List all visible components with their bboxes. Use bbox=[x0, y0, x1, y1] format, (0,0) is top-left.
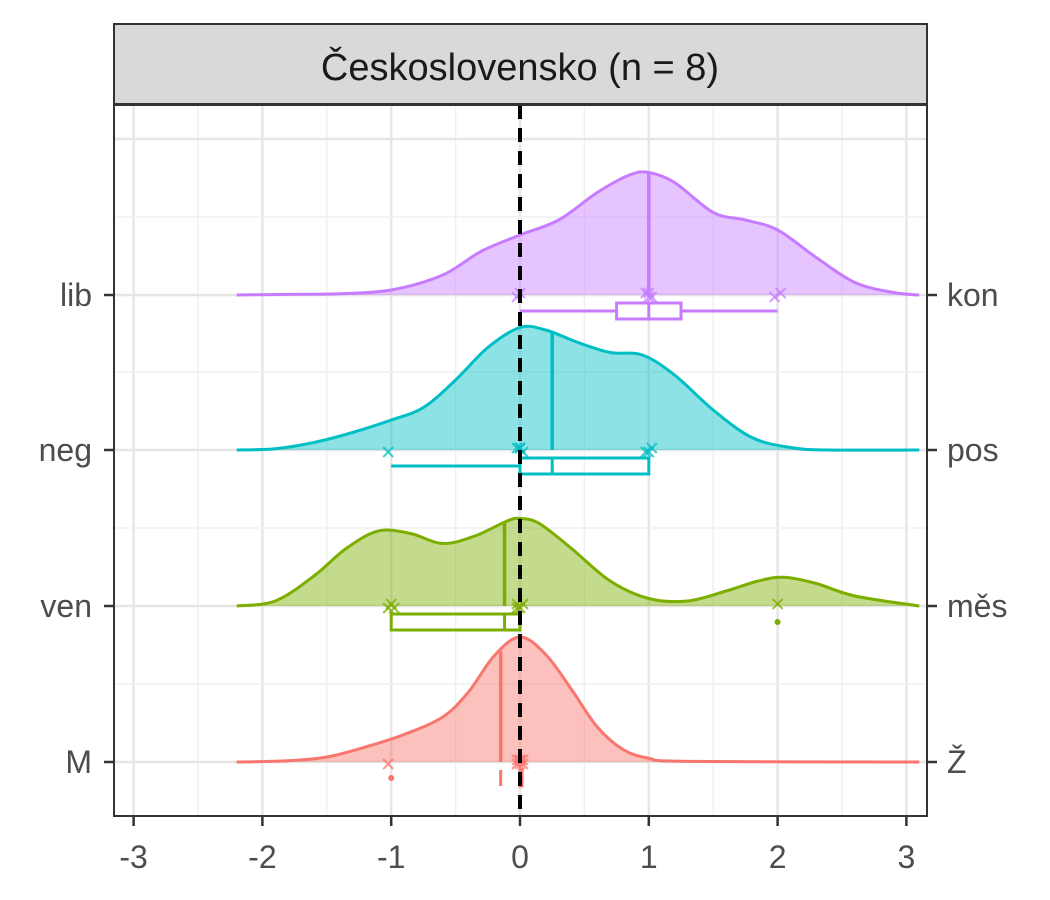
point-stroke bbox=[774, 287, 787, 299]
data-point bbox=[643, 291, 655, 303]
data-point bbox=[388, 602, 400, 614]
x-tick-label: -1 bbox=[377, 839, 405, 875]
ridge-ven bbox=[236, 516, 920, 632]
y-tick-label-left: lib bbox=[60, 277, 92, 313]
point-stroke bbox=[511, 602, 523, 614]
outlier-point bbox=[774, 619, 781, 625]
data-point bbox=[382, 758, 394, 770]
point-stroke bbox=[517, 598, 529, 610]
point-stroke bbox=[388, 602, 400, 614]
density-line bbox=[236, 516, 920, 608]
y-tick-label-left: neg bbox=[39, 432, 92, 468]
point-stroke bbox=[643, 287, 655, 299]
point-stroke bbox=[382, 446, 394, 458]
data-point bbox=[771, 598, 784, 610]
point-stroke bbox=[643, 291, 655, 303]
ridge-lib bbox=[236, 170, 920, 321]
density-line bbox=[236, 324, 920, 452]
density-fill bbox=[236, 171, 920, 295]
data-point bbox=[514, 442, 526, 454]
point-stroke bbox=[646, 442, 658, 454]
density-fill bbox=[236, 326, 920, 451]
point-stroke bbox=[768, 291, 781, 303]
outlier-point bbox=[388, 775, 395, 781]
data-point bbox=[640, 446, 652, 458]
x-tick-label: 1 bbox=[640, 839, 658, 875]
point-stroke bbox=[640, 446, 652, 458]
point-stroke bbox=[517, 754, 529, 766]
data-point bbox=[774, 287, 787, 299]
ridge-neg bbox=[236, 324, 920, 476]
data-point bbox=[768, 291, 781, 303]
y-tick-label-right: Ž bbox=[947, 744, 967, 780]
point-stroke bbox=[511, 442, 523, 454]
x-tick-label: -3 bbox=[119, 839, 147, 875]
point-stroke bbox=[771, 598, 784, 610]
strip-title: Československo (n = 8) bbox=[321, 45, 719, 89]
y-tick-label-right: měs bbox=[947, 588, 1007, 624]
data-point bbox=[646, 442, 658, 454]
x-tick-label: 3 bbox=[898, 839, 916, 875]
y-tick-label-left: ven bbox=[40, 588, 92, 624]
data-point bbox=[382, 446, 394, 458]
point-stroke bbox=[514, 442, 526, 454]
density-line bbox=[236, 170, 920, 297]
point-stroke bbox=[382, 758, 394, 770]
strip-header bbox=[113, 23, 928, 105]
x-tick-label: -2 bbox=[248, 839, 276, 875]
x-tick-label: 0 bbox=[511, 839, 529, 875]
y-tick-label-right: pos bbox=[947, 432, 999, 468]
y-tick-label-right: kon bbox=[947, 277, 999, 313]
x-tick-label: 2 bbox=[769, 839, 787, 875]
y-tick-label-left: M bbox=[65, 744, 92, 780]
ridge-layers bbox=[236, 170, 920, 788]
box bbox=[518, 456, 651, 476]
data-point bbox=[643, 287, 655, 299]
